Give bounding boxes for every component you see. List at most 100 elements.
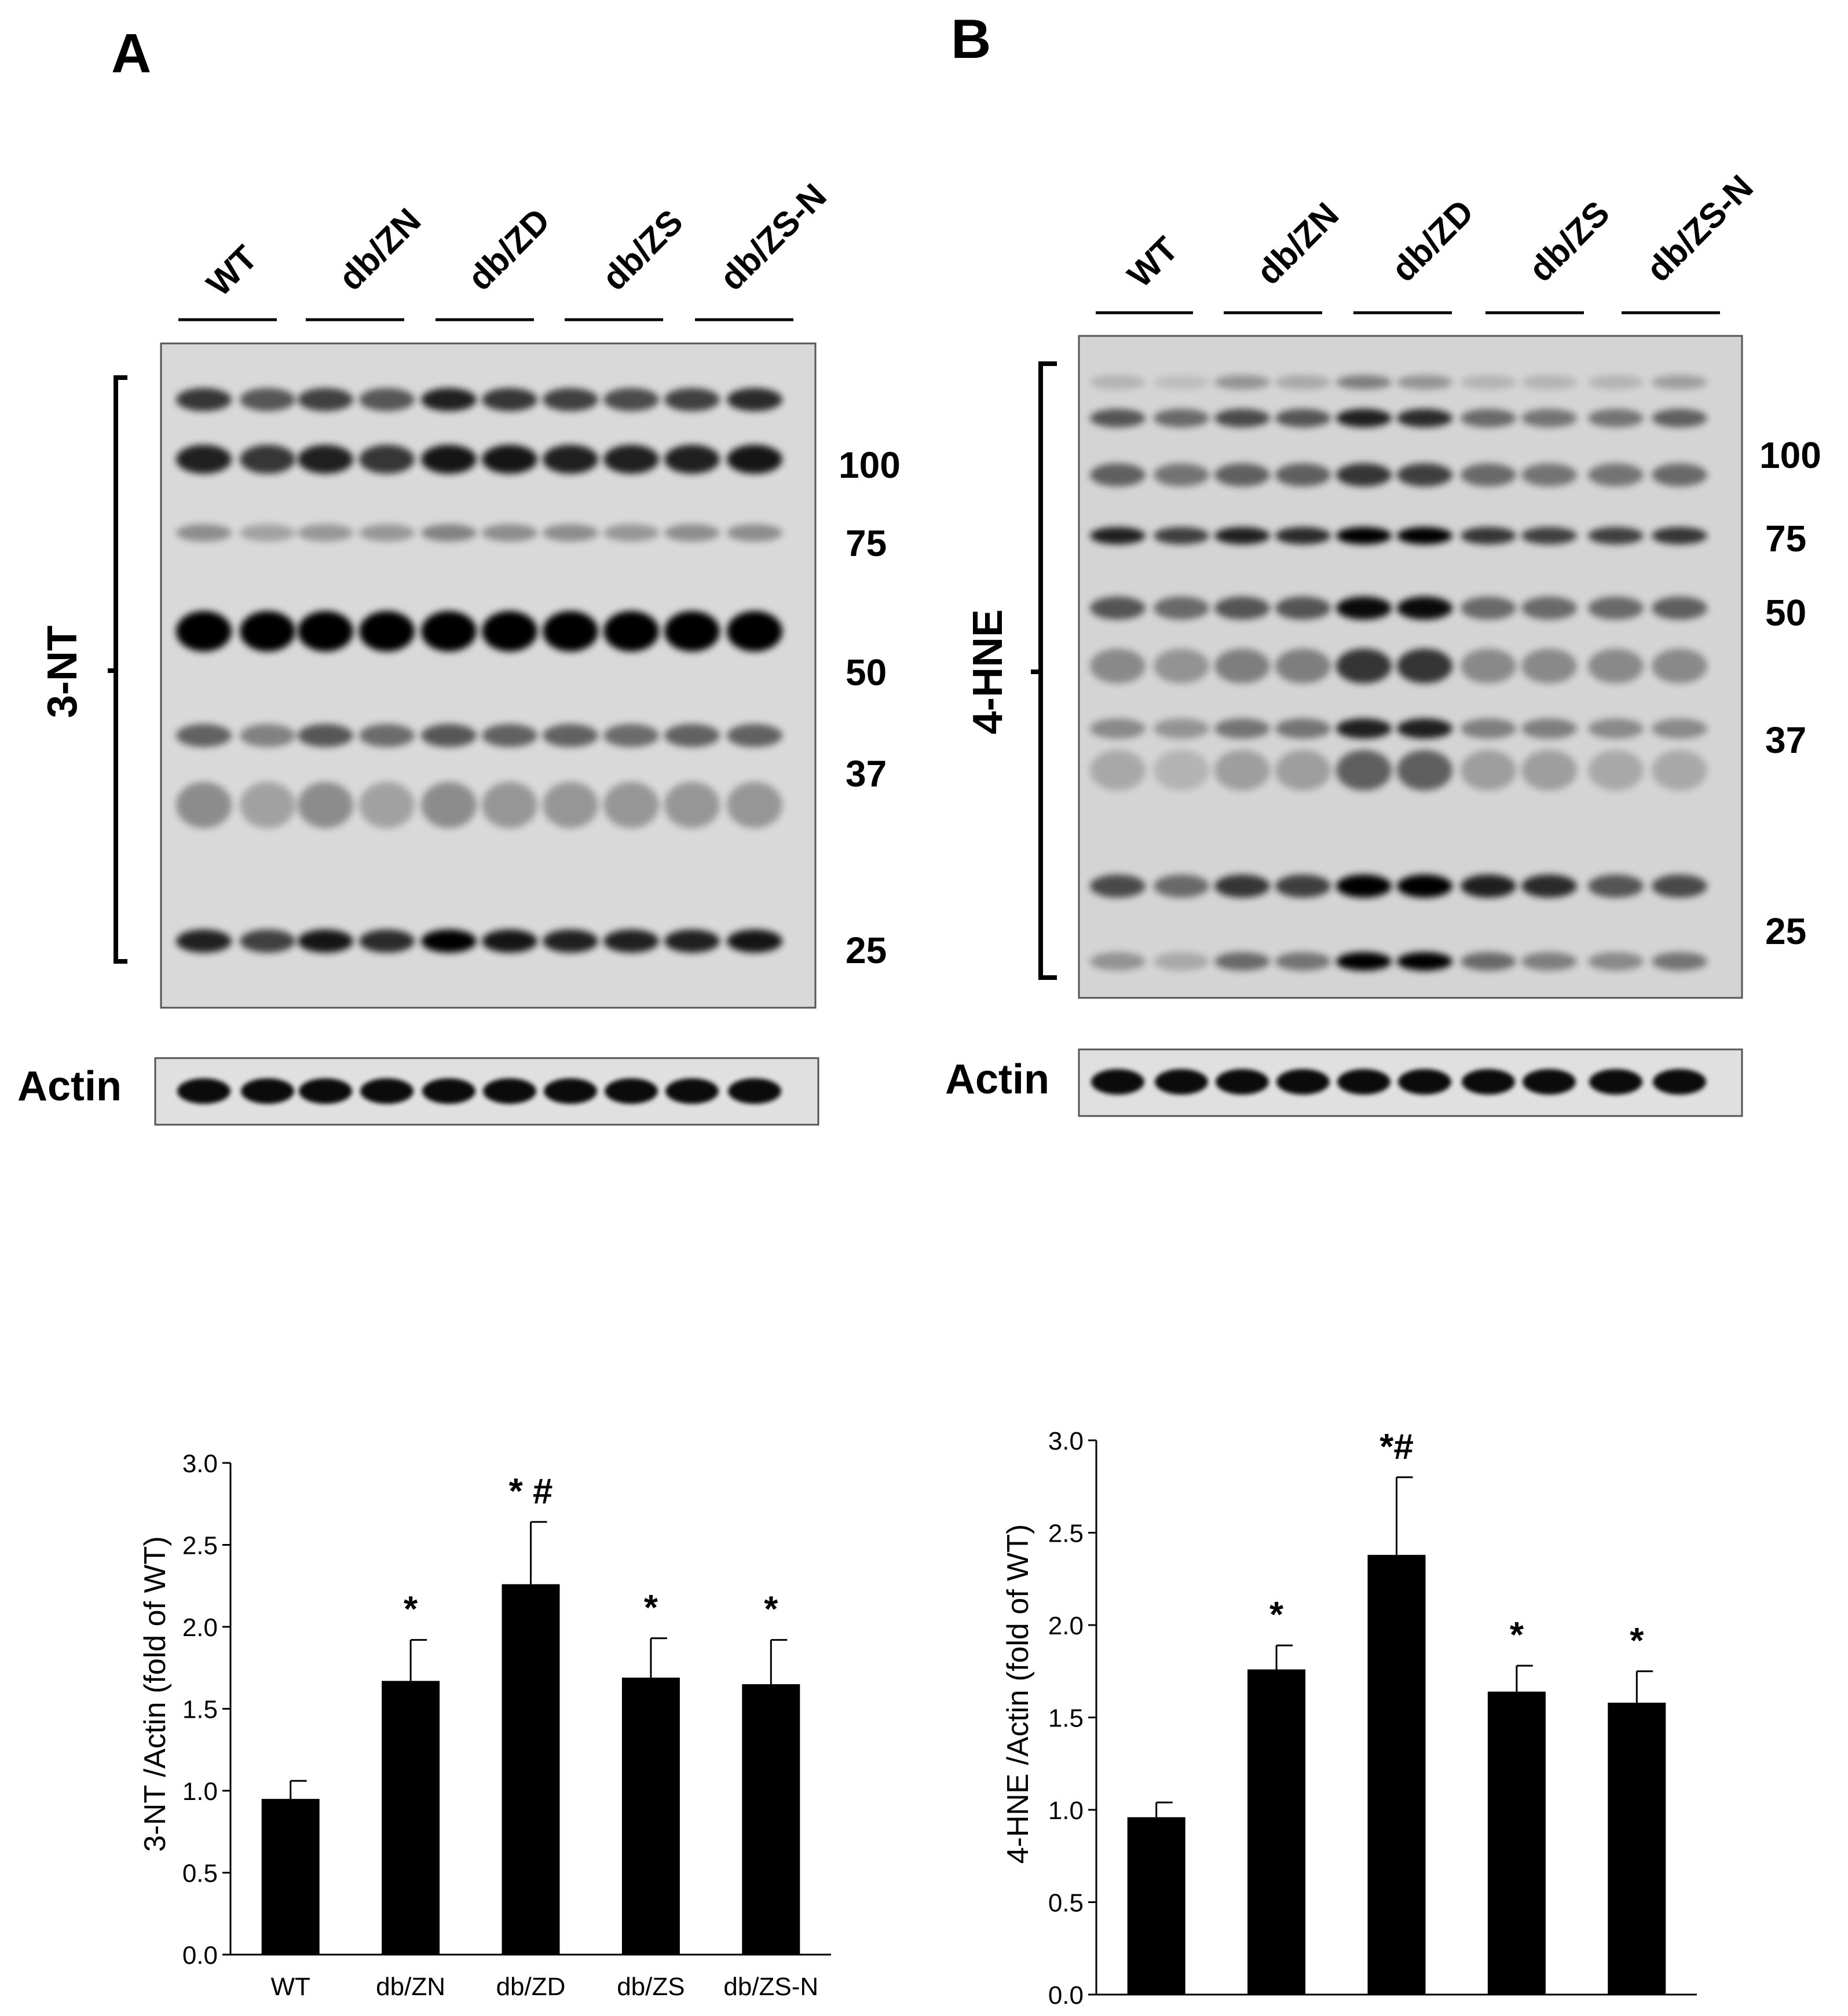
chart-3nt-significance-marker: * bbox=[404, 1590, 418, 1630]
blot-band bbox=[543, 445, 598, 474]
blot-band bbox=[1588, 952, 1644, 971]
blot-band bbox=[1588, 527, 1644, 544]
chart-4hne-x-tick-label: db/ZD bbox=[1362, 2013, 1432, 2016]
chart-4hne-ylabel: 4-HNE /Actin (fold of WT) bbox=[1001, 1524, 1035, 1864]
chart-4hne-significance-marker: * bbox=[1269, 1595, 1284, 1635]
blot-band bbox=[1588, 409, 1644, 427]
blot-band bbox=[1588, 750, 1644, 791]
blot-band bbox=[176, 611, 232, 652]
blot-band bbox=[1652, 750, 1707, 791]
blot-band bbox=[1521, 463, 1577, 486]
blot-band bbox=[1588, 875, 1644, 898]
blot-band bbox=[298, 445, 353, 474]
actin-band bbox=[728, 1078, 781, 1104]
chart-3nt: 3-NT /Actin (fold of WT) 0.0 0.5 1.0 1.5 2.0… bbox=[138, 1450, 831, 2001]
actin-a-bands bbox=[177, 1078, 781, 1104]
blot-band bbox=[1461, 750, 1516, 791]
chart-3nt-ylabel: 3-NT /Actin (fold of WT) bbox=[138, 1536, 172, 1852]
chart-4hne-x-tick-label: db/ZS-N bbox=[1589, 2013, 1684, 2016]
actin-band bbox=[1216, 1069, 1269, 1095]
chart-3nt-bar bbox=[382, 1681, 440, 1955]
actin-b-bands bbox=[1091, 1069, 1706, 1095]
chart-3nt-bar bbox=[621, 1677, 680, 1955]
blot-band bbox=[1214, 375, 1270, 390]
chart-4hne-x-tick-label: db/ZS bbox=[1483, 2013, 1550, 2016]
chart-3nt-significance-marker: * bbox=[764, 1590, 778, 1630]
blot-band bbox=[359, 445, 415, 474]
chart-3nt-x-tick-label: db/ZS bbox=[617, 1973, 685, 2001]
chart-4hne-y-tick-label: 2.0 bbox=[1048, 1612, 1084, 1640]
blot-band bbox=[1275, 527, 1331, 544]
blot-band bbox=[1090, 527, 1146, 544]
blot-band bbox=[1214, 875, 1270, 898]
blot-band bbox=[1090, 375, 1146, 390]
chart-4hne-y-tick-label: 1.5 bbox=[1048, 1704, 1084, 1733]
blot-band bbox=[1521, 527, 1577, 544]
blot-band bbox=[603, 782, 659, 828]
blot-band bbox=[1461, 375, 1516, 390]
blot-band bbox=[1275, 875, 1331, 898]
blot-band bbox=[1652, 597, 1707, 620]
panel-a-group-labels: WT db/ZN db/ZD db/ZS db/ZS-N bbox=[199, 176, 834, 303]
actin-label-a: Actin bbox=[17, 1063, 122, 1110]
chart-3nt-y-tick-label: 2.0 bbox=[182, 1613, 218, 1642]
group-label-db-zs: db/ZS bbox=[595, 202, 690, 298]
chart-4hne-significance-marker: * bbox=[1630, 1621, 1644, 1661]
marker-100: 100 bbox=[1759, 434, 1821, 476]
chart-3nt-y-tick-label: 0.0 bbox=[182, 1941, 218, 1970]
blot-band bbox=[482, 724, 537, 747]
blot-band bbox=[1336, 952, 1392, 971]
marker-25: 25 bbox=[846, 930, 887, 971]
actin-band bbox=[1523, 1069, 1576, 1095]
blot-band bbox=[298, 930, 353, 953]
blot-band bbox=[240, 445, 295, 474]
blot-band bbox=[1154, 409, 1209, 427]
blot-band bbox=[1397, 649, 1452, 683]
chart-3nt-x-tick-label: db/ZS-N bbox=[723, 1973, 818, 2001]
blot-band bbox=[1652, 875, 1707, 898]
blot-band bbox=[1214, 409, 1270, 427]
blot-band bbox=[1397, 409, 1452, 427]
blot-band bbox=[727, 388, 782, 411]
blot-3nt-bands bbox=[176, 388, 782, 953]
blot-band bbox=[1090, 875, 1146, 898]
blot-band bbox=[482, 388, 537, 411]
blot-band bbox=[1275, 649, 1331, 683]
blot-band bbox=[1336, 527, 1392, 544]
chart-3nt-bar bbox=[742, 1684, 800, 1955]
panel-b-markers: 100 75 50 37 25 bbox=[1759, 434, 1821, 952]
blot-band bbox=[1214, 718, 1270, 739]
blot-band bbox=[1461, 875, 1516, 898]
blot-band bbox=[240, 388, 295, 411]
blot-band bbox=[1275, 952, 1331, 971]
marker-100: 100 bbox=[839, 444, 901, 486]
marker-37: 37 bbox=[1765, 719, 1806, 761]
actin-band bbox=[177, 1078, 230, 1104]
blot-band bbox=[1336, 463, 1392, 486]
blot-band bbox=[1397, 527, 1452, 544]
blot-band bbox=[1214, 952, 1270, 971]
chart-3nt-plot: 0.0 0.5 1.0 1.5 2.0 2.5 3.0 WT db/ZN * db/ZD * # db/… bbox=[182, 1450, 831, 2001]
blot-4hne-label: 4-HNE bbox=[965, 609, 1011, 734]
blot-band bbox=[421, 388, 477, 411]
chart-4hne-y-tick-label: 0.0 bbox=[1048, 1981, 1084, 2010]
chart-3nt-x-tick-label: db/ZN bbox=[376, 1973, 445, 2001]
blot-band bbox=[1461, 718, 1516, 739]
blot-band bbox=[1090, 649, 1146, 683]
group-label-db-zs: db/ZS bbox=[1521, 193, 1617, 289]
blot-band bbox=[603, 930, 659, 953]
blot-band bbox=[421, 524, 477, 541]
panel-b: B WT db/ZN db/ZD db/ZS db/ZS-N 4-HNE 100 bbox=[945, 8, 1821, 1117]
blot-band bbox=[1154, 952, 1209, 971]
blot-band bbox=[482, 782, 537, 828]
actin-band bbox=[1653, 1069, 1706, 1095]
blot-band bbox=[1521, 649, 1577, 683]
blot-band bbox=[1214, 527, 1270, 544]
blot-band bbox=[1275, 750, 1331, 791]
chart-3nt-significance-marker: * bbox=[644, 1588, 658, 1628]
blot-band bbox=[1275, 463, 1331, 486]
blot-band bbox=[1461, 952, 1516, 971]
blot-band bbox=[1588, 718, 1644, 739]
blot-band bbox=[603, 388, 659, 411]
